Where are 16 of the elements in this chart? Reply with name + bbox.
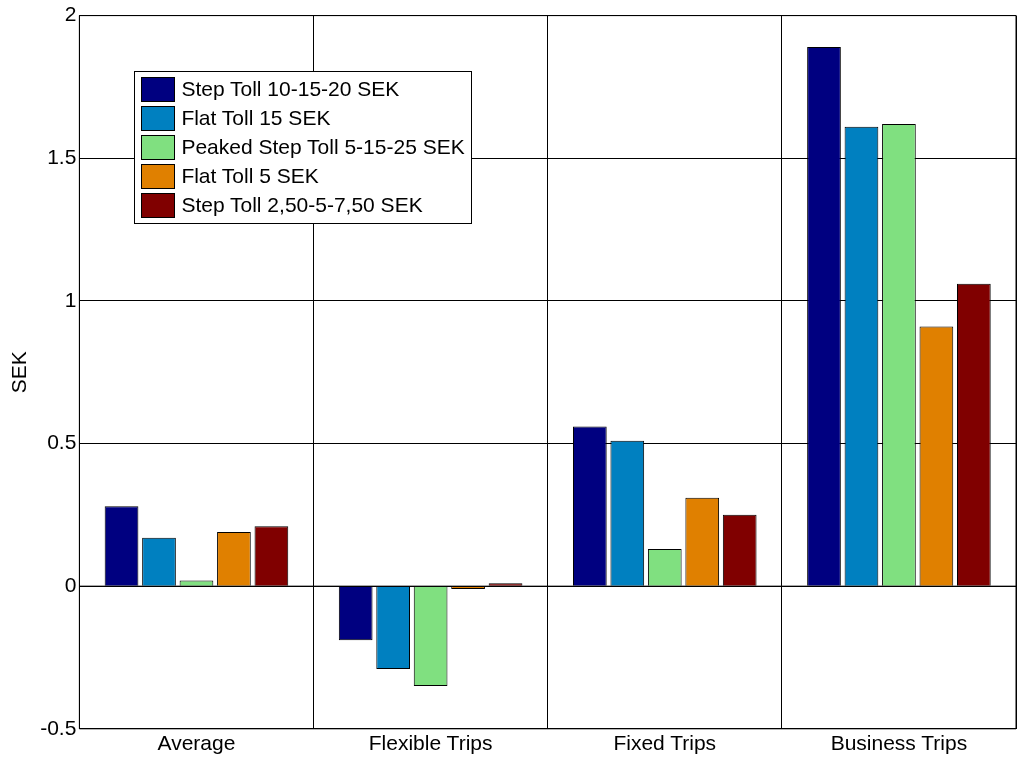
x-tick-label: Fixed Trips: [613, 731, 717, 755]
x-tick-label: Flexible Trips: [368, 731, 493, 755]
legend-label: Peaked Step Toll 5-15-25 SEK: [181, 135, 465, 160]
y-axis-title: SEK: [7, 351, 31, 394]
legend-label: Flat Toll 15 SEK: [181, 106, 331, 131]
x-tick-label: Average: [157, 731, 236, 755]
y-tick-label: 0: [64, 572, 77, 596]
x-tick-label: Business Trips: [830, 731, 968, 755]
legend-label: Step Toll 2,50-5-7,50 SEK: [181, 193, 423, 218]
legend-label: Step Toll 10-15-20 SEK: [181, 77, 400, 102]
y-tick-label: 2: [64, 2, 77, 26]
y-tick-label: 1.5: [47, 145, 77, 169]
legend-label: Flat Toll 5 SEK: [181, 164, 319, 189]
y-tick-label: 0.5: [47, 430, 77, 454]
y-tick-label: -0.5: [40, 715, 77, 739]
y-tick-label: 1: [64, 287, 77, 311]
